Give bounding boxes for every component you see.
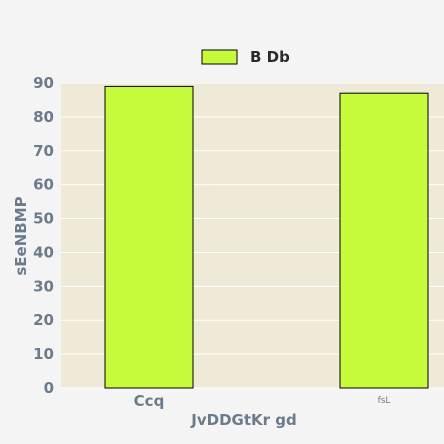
legend-label: B Db (250, 48, 290, 66)
y-tick-label: 40 (33, 243, 54, 261)
y-tick-label: 30 (33, 277, 54, 295)
bar[interactable] (104, 85, 194, 389)
x-axis-title: JvDDGtKr gd (190, 411, 296, 429)
y-tick-label: 70 (33, 142, 54, 160)
bar[interactable] (339, 92, 429, 389)
bars (104, 85, 429, 389)
y-tick-label: 20 (33, 311, 54, 329)
y-tick-label: 0 (44, 379, 54, 397)
y-tick-label: 60 (33, 176, 54, 194)
y-tick-labels: 0 10 20 30 40 50 60 70 80 90 (33, 74, 54, 397)
y-axis-title: sEeNBMP (12, 196, 30, 275)
y-tick-label: 80 (33, 108, 54, 126)
y-tick-label: 90 (33, 74, 54, 92)
x-tick-labels: Ccq fsL (134, 392, 391, 410)
y-tick-label: 10 (33, 345, 54, 363)
y-tick-label: 50 (33, 210, 54, 228)
x-tick-label: fsL (378, 396, 391, 406)
legend-swatch (201, 49, 238, 65)
legend[interactable]: B Db (201, 48, 290, 66)
x-tick-label: Ccq (134, 392, 165, 410)
